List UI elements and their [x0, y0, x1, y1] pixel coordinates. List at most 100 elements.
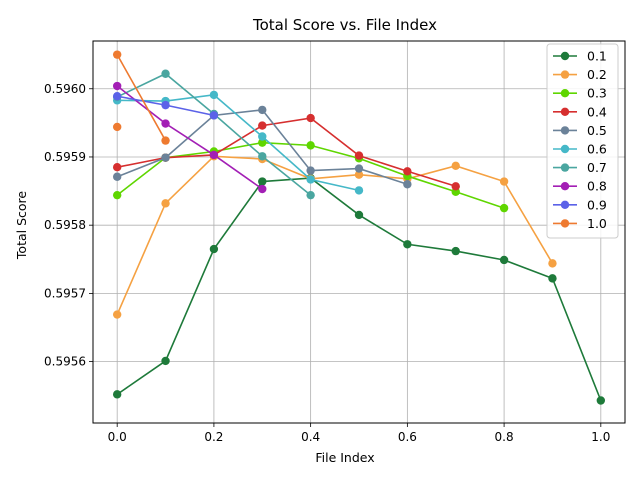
data-point	[403, 180, 412, 189]
data-point	[354, 186, 364, 195]
legend-entry: 0.1	[553, 49, 607, 64]
data-point	[112, 190, 122, 200]
data-point	[499, 203, 509, 213]
legend-marker	[560, 200, 570, 209]
data-point	[161, 153, 170, 162]
series-line	[116, 155, 554, 315]
legend-entry: 1.0	[553, 216, 607, 231]
y-axis-label: Total Score	[14, 191, 29, 260]
chart-title: Total Score vs. File Index	[252, 16, 437, 34]
legend-label: 0.3	[587, 86, 607, 101]
legend-label: 0.5	[587, 123, 607, 138]
series-line	[116, 54, 167, 141]
legend-entry: 0.7	[553, 160, 607, 175]
legend-label: 1.0	[587, 216, 607, 231]
legend-marker	[560, 163, 570, 172]
series-line	[117, 117, 456, 188]
series-0-1	[112, 173, 606, 405]
legend-entry: 0.5	[553, 123, 607, 138]
legend-label: 0.2	[587, 67, 607, 82]
data-point	[499, 255, 509, 265]
data-point	[451, 161, 460, 171]
legend-marker	[560, 182, 570, 191]
data-point	[451, 246, 460, 256]
data-point	[548, 259, 557, 268]
legend-box	[546, 43, 619, 239]
series-0-8	[112, 81, 267, 194]
data-point	[209, 111, 219, 120]
series-line	[116, 85, 263, 190]
data-point	[112, 122, 122, 132]
series-line	[117, 94, 360, 192]
data-point	[112, 92, 122, 101]
x-tick-label: 0.0	[108, 430, 127, 444]
data-point	[306, 175, 315, 184]
data-point	[161, 199, 170, 208]
data-point	[596, 396, 606, 405]
data-point	[258, 184, 267, 194]
x-tick-label: 0.8	[495, 430, 514, 444]
legend-marker	[560, 144, 570, 154]
legend-label: 0.6	[587, 142, 607, 157]
data-point	[161, 100, 170, 110]
series-1-0	[112, 50, 170, 145]
legend-label: 0.4	[587, 104, 607, 119]
data-point	[258, 177, 267, 186]
legend: 0.1 0.2 0.3 0.4 0.5 0.6 0.7 0.8 0.9 1.0	[546, 43, 619, 239]
legend-entry: 0.6	[553, 142, 607, 157]
legend-label: 0.1	[587, 49, 607, 64]
data-point	[258, 152, 267, 161]
legend-entry: 0.2	[553, 67, 607, 82]
data-point	[209, 244, 219, 254]
series-group	[112, 50, 606, 405]
legend-entry: 0.8	[553, 179, 607, 194]
legend-entry: 0.4	[553, 104, 607, 119]
legend-entry: 0.3	[553, 86, 607, 101]
y-axis: 0.5956 0.5957 0.5958 0.5959 0.5960	[44, 82, 93, 369]
y-tick-label: 0.5956	[44, 355, 86, 369]
data-point	[403, 240, 412, 249]
series-extra	[112, 122, 122, 132]
data-point	[209, 90, 219, 100]
data-point	[258, 132, 267, 141]
x-axis: 0.0 0.2 0.4 0.6 0.8 1.0	[108, 423, 610, 444]
legend-marker	[560, 89, 570, 98]
grid	[93, 41, 625, 423]
plot-area-frame	[92, 40, 626, 424]
x-tick-label: 0.2	[204, 430, 223, 444]
data-point	[112, 310, 122, 319]
legend-entry: 0.9	[553, 197, 607, 212]
legend-label: 0.7	[587, 160, 607, 175]
legend-marker	[560, 51, 570, 61]
data-point	[548, 274, 557, 283]
y-tick-label: 0.5959	[44, 150, 86, 164]
x-tick-label: 0.6	[398, 430, 417, 444]
data-point	[161, 356, 170, 366]
legend-marker	[560, 70, 570, 79]
legend-label: 0.9	[587, 197, 607, 212]
y-tick-label: 0.5958	[44, 218, 86, 232]
data-point	[403, 167, 412, 176]
x-axis-label: File Index	[315, 450, 374, 465]
data-point	[354, 151, 364, 160]
data-point	[258, 138, 267, 147]
data-point	[209, 150, 219, 160]
data-point	[161, 119, 170, 128]
data-point	[112, 390, 122, 399]
data-point	[112, 81, 122, 91]
series-0-5	[112, 105, 412, 189]
series-0-9	[112, 92, 219, 120]
data-point	[112, 50, 122, 59]
x-tick-label: 1.0	[591, 430, 610, 444]
data-point	[306, 141, 315, 150]
data-point	[451, 182, 460, 191]
series-0-6	[112, 90, 364, 195]
data-point	[354, 170, 364, 179]
legend-marker	[560, 219, 570, 228]
data-point	[258, 105, 267, 115]
y-tick-label: 0.5960	[44, 82, 86, 96]
data-point	[258, 121, 267, 130]
data-point	[499, 177, 509, 186]
series-line	[116, 109, 408, 186]
